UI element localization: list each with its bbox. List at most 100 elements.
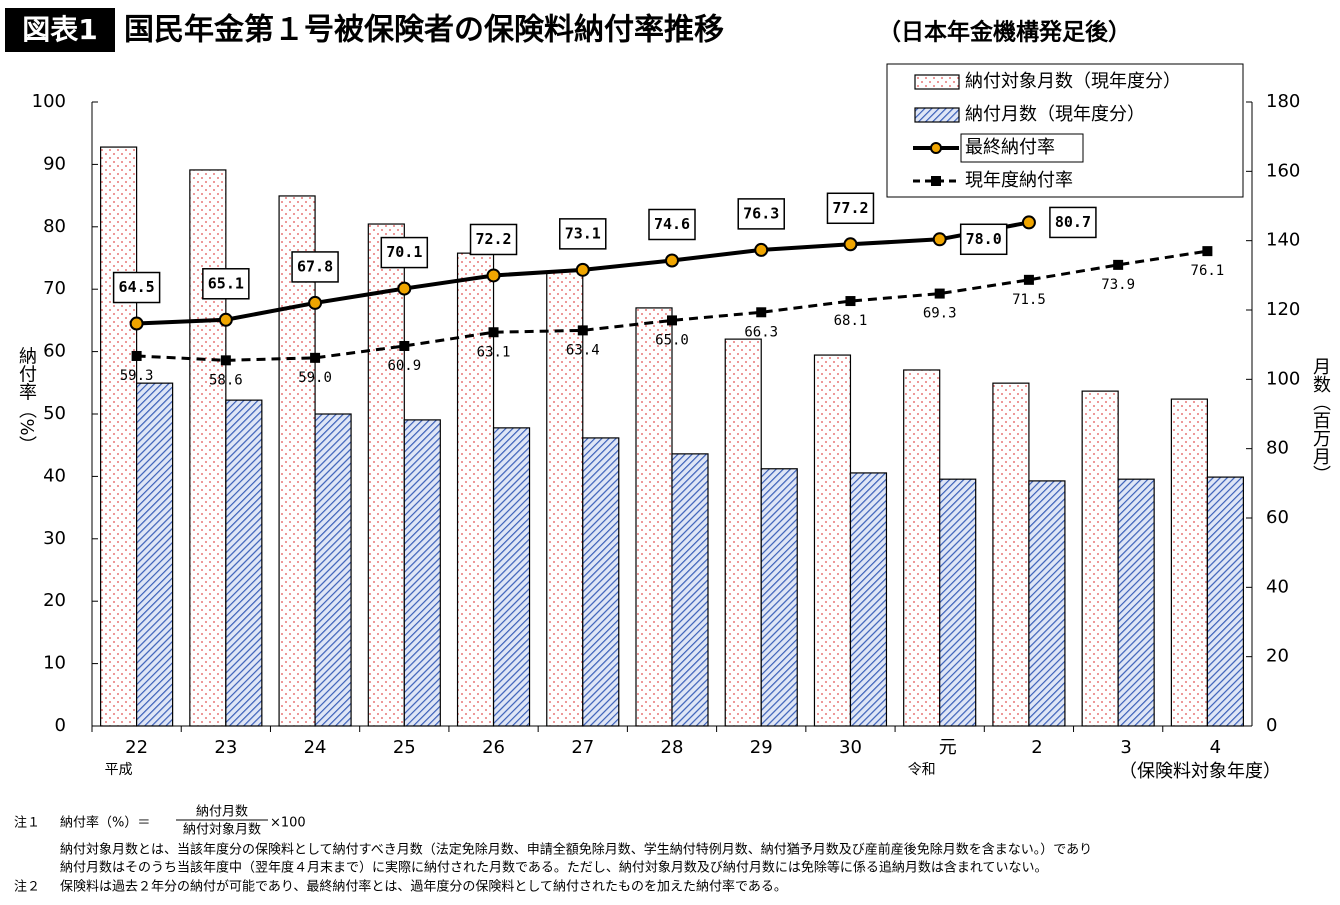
bar bbox=[813, 354, 852, 727]
marker bbox=[756, 307, 767, 318]
bar bbox=[367, 223, 405, 727]
y2-tick-label: 140 bbox=[1266, 230, 1300, 251]
bar bbox=[849, 472, 888, 727]
y-tick-label: 0 bbox=[55, 715, 66, 736]
label-box bbox=[380, 236, 429, 269]
y2-tick-label: 40 bbox=[1266, 576, 1289, 597]
bar bbox=[314, 413, 352, 727]
y-tick-label: 40 bbox=[43, 465, 66, 486]
x-tick-label: 22 bbox=[125, 737, 148, 758]
label-box bbox=[959, 223, 1008, 256]
note-suffix: ×100 bbox=[270, 816, 306, 831]
x-tick-label: 29 bbox=[750, 737, 773, 758]
data-label: 67.8 bbox=[297, 257, 333, 275]
data-label: 63.1 bbox=[477, 344, 511, 360]
data-label: 64.5 bbox=[119, 278, 155, 296]
x-tick-label: 28 bbox=[661, 737, 684, 758]
marker bbox=[397, 281, 412, 296]
note-denominator: 納付対象月数 bbox=[183, 823, 261, 838]
y2-tick-label: 20 bbox=[1266, 646, 1289, 667]
notes: 注１ 納付率（%）＝ 納付月数 納付対象月数 ×100 納付対象月数とは、当該年… bbox=[14, 805, 1092, 895]
bar bbox=[492, 427, 531, 727]
data-label: 73.9 bbox=[1101, 277, 1135, 293]
bar bbox=[582, 437, 620, 727]
badge-box bbox=[5, 8, 115, 52]
data-label: 74.6 bbox=[654, 215, 690, 233]
note-label: 注２ bbox=[14, 880, 40, 895]
marker bbox=[129, 316, 144, 331]
data-label: 80.7 bbox=[1055, 213, 1091, 231]
y2-tick-label: 160 bbox=[1266, 160, 1300, 181]
marker bbox=[220, 355, 231, 366]
bar bbox=[939, 478, 977, 727]
data-label: 76.3 bbox=[743, 204, 779, 222]
marker bbox=[1202, 246, 1213, 257]
marker bbox=[577, 325, 588, 336]
bar bbox=[403, 419, 441, 727]
y2-tick-label: 80 bbox=[1266, 438, 1289, 459]
marker bbox=[1113, 259, 1124, 270]
marker bbox=[934, 288, 945, 299]
legend-marker bbox=[930, 142, 942, 154]
y-tick-label: 90 bbox=[43, 153, 66, 174]
bar bbox=[760, 468, 798, 727]
y-tick-label: 70 bbox=[43, 278, 66, 299]
bar bbox=[278, 195, 316, 727]
legend-label: 納付対象月数（現年度分） bbox=[965, 71, 1181, 92]
bar bbox=[635, 307, 673, 727]
marker bbox=[486, 268, 501, 283]
data-label: 70.1 bbox=[386, 243, 422, 261]
bar bbox=[225, 399, 263, 727]
marker bbox=[131, 350, 142, 361]
legend-label: 最終納付率 bbox=[965, 137, 1055, 158]
data-label: 66.3 bbox=[744, 324, 778, 340]
marker bbox=[1023, 274, 1034, 285]
data-label: 73.1 bbox=[565, 224, 601, 242]
data-label: 59.3 bbox=[120, 368, 154, 384]
note-text: 保険料は過去２年分の納付が可能であり、最終納付率とは、過年度分の保険料として納付… bbox=[60, 879, 787, 895]
note-body: 納付対象月数とは、当該年度分の保険料として納付すべき月数（法定免除月数、申請全額… bbox=[60, 842, 1092, 858]
marker bbox=[308, 295, 323, 310]
data-label: 69.3 bbox=[923, 306, 957, 322]
y-tick-label: 10 bbox=[43, 653, 66, 674]
marker bbox=[665, 253, 679, 268]
y-tick-label: 20 bbox=[43, 590, 66, 611]
x-tick-label: 元 bbox=[939, 737, 957, 758]
data-label: 77.2 bbox=[832, 199, 868, 217]
label-box bbox=[648, 208, 696, 241]
label-box bbox=[469, 223, 518, 256]
x-tick-label: 4 bbox=[1210, 737, 1221, 758]
legend-label: 納付月数（現年度分） bbox=[965, 104, 1145, 125]
y-tick-label: 80 bbox=[43, 216, 66, 237]
y2-tick-label: 60 bbox=[1266, 507, 1289, 528]
data-label: 78.0 bbox=[966, 230, 1002, 248]
note-label: 注１ bbox=[14, 816, 40, 831]
marker bbox=[845, 296, 856, 307]
y2-tick-label: 0 bbox=[1266, 715, 1277, 736]
marker bbox=[932, 232, 947, 247]
x-tick-label: 2 bbox=[1031, 737, 1042, 758]
x-tick-label: 3 bbox=[1120, 737, 1131, 758]
y-axis-label: 納付率（%） bbox=[16, 346, 37, 453]
x-axis-label: （保険料対象年度） bbox=[1119, 761, 1281, 782]
label-box bbox=[112, 271, 161, 304]
x-tick-label: 23 bbox=[214, 737, 237, 758]
label-box bbox=[826, 192, 875, 225]
legend-swatch bbox=[914, 74, 960, 90]
bar bbox=[100, 146, 138, 727]
x-tick-label: 26 bbox=[482, 737, 505, 758]
note-text: 納付率（%）＝ bbox=[60, 815, 150, 831]
x-tick-label: 25 bbox=[393, 737, 416, 758]
badge: 図表1 bbox=[22, 13, 97, 46]
bar bbox=[1081, 390, 1119, 727]
era-label: 令和 bbox=[908, 762, 936, 778]
x-tick-label: 30 bbox=[839, 737, 862, 758]
label-box bbox=[291, 251, 339, 283]
data-label: 72.2 bbox=[475, 230, 511, 248]
data-label: 65.1 bbox=[208, 274, 244, 292]
marker bbox=[310, 352, 321, 363]
marker bbox=[399, 340, 410, 351]
bar bbox=[1117, 478, 1155, 727]
legend-text-box bbox=[960, 133, 1084, 163]
